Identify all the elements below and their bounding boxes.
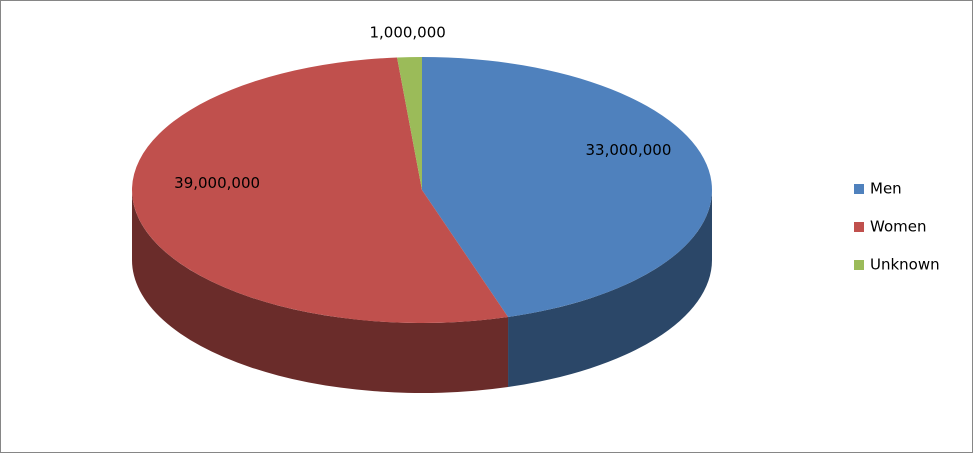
pie-slice [397,57,422,190]
legend-swatch [854,260,864,270]
legend-label: Unknown [870,256,940,274]
legend-swatch [854,184,864,194]
legend-label: Women [870,218,926,236]
pie-tops [132,57,712,324]
pie-side [132,190,509,393]
pie-side [508,190,712,388]
legend: Men Women Unknown [854,180,940,274]
data-label: 33,000,000 [585,141,671,159]
legend-swatch [854,222,864,232]
data-label: 1,000,000 [369,24,445,42]
legend-label: Men [870,180,902,198]
pie-sides [132,190,712,393]
data-label: 39,000,000 [174,174,260,192]
pie-slice [422,57,712,318]
labels: 33,000,000 39,000,000 1,000,000 [174,24,671,192]
pie-slice [132,57,509,324]
